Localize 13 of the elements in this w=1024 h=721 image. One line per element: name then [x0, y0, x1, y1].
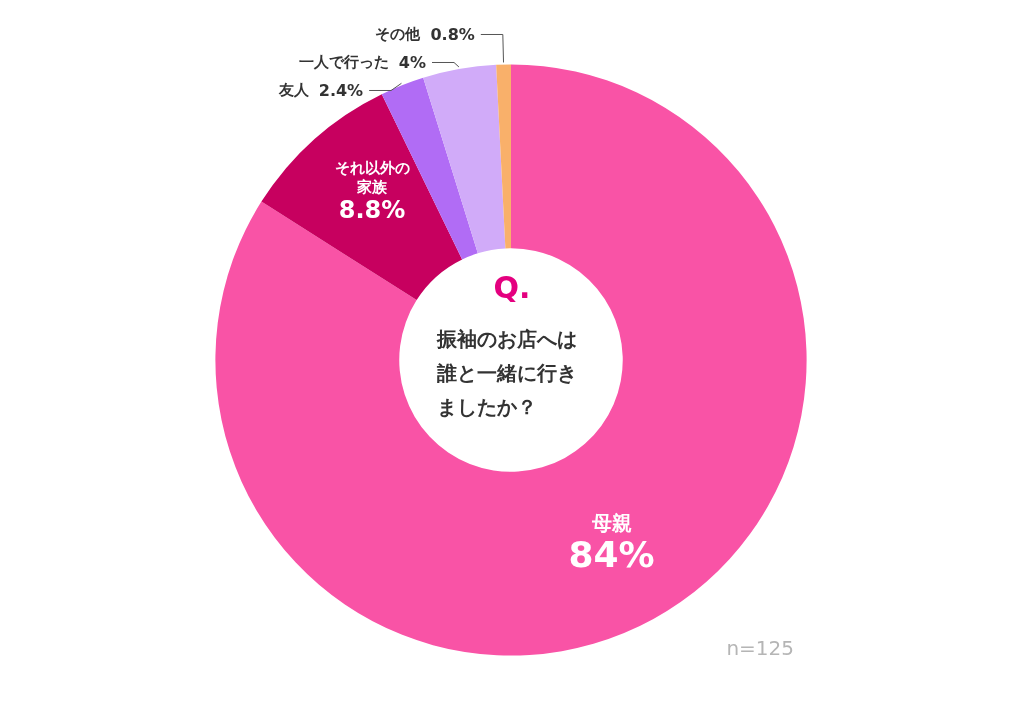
text: n=125 — [726, 636, 794, 660]
data-label: 84% — [568, 534, 655, 576]
data-label: 4% — [398, 52, 427, 72]
slice-label: 一人で行った — [298, 53, 389, 72]
text: 振袖のお店へは誰と一緒に行きましたか？ — [436, 327, 577, 419]
slice-label: 友人 — [277, 81, 310, 100]
slice-label: 母親 — [590, 510, 632, 535]
slice-label: その他 — [375, 25, 422, 44]
data-label: 8.8% — [338, 196, 406, 225]
slice-label: それ以外の家族 — [334, 158, 410, 196]
data-label: 0.8% — [430, 24, 475, 44]
text: Q. — [493, 269, 531, 305]
data-label: 2.4% — [318, 80, 364, 100]
